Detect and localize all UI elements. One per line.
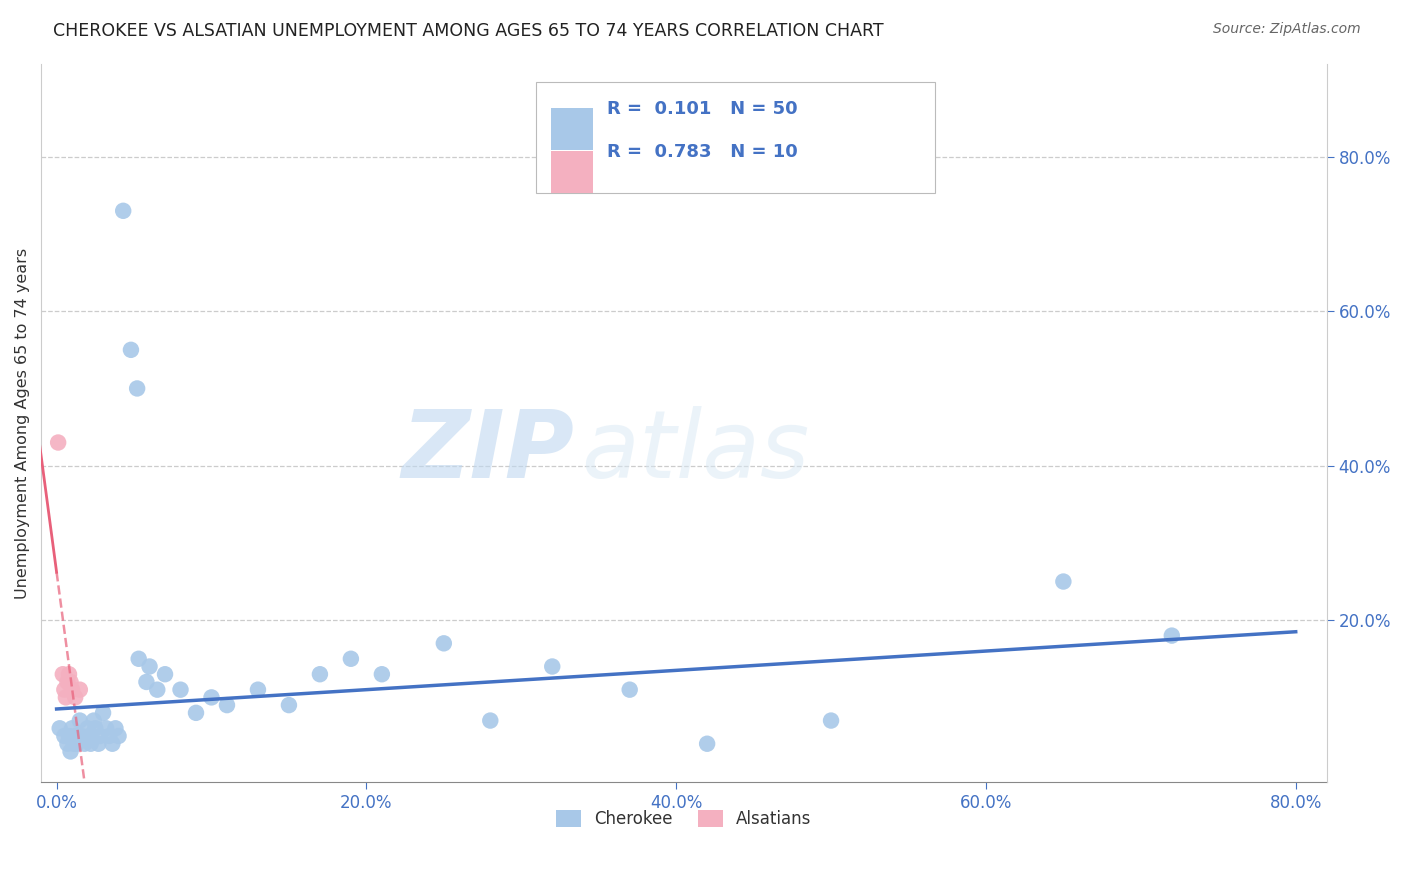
Point: [96, 721, 118, 735]
Text: Source: ZipAtlas.com: Source: ZipAtlas.com: [1213, 22, 1361, 37]
Point: [104, 721, 127, 735]
Point: [91, 706, 114, 720]
Point: [70, 729, 93, 743]
Y-axis label: Unemployment Among Ages 65 to 74 years: Unemployment Among Ages 65 to 74 years: [15, 248, 30, 599]
Point: [76, 721, 98, 735]
Point: [53, 729, 76, 743]
Point: [112, 203, 135, 218]
Point: [79, 737, 101, 751]
Point: [46, 435, 69, 450]
Point: [200, 690, 222, 705]
Point: [479, 714, 502, 728]
Point: [371, 667, 394, 681]
Point: [1052, 574, 1074, 589]
Point: [62, 737, 84, 751]
Point: [60, 721, 83, 735]
Point: [135, 675, 157, 690]
Point: [55, 690, 77, 705]
Point: [66, 737, 89, 751]
Point: [169, 682, 191, 697]
Point: [246, 682, 269, 697]
Point: [120, 343, 142, 357]
Point: [138, 659, 160, 673]
Point: [146, 682, 169, 697]
Point: [101, 737, 124, 751]
FancyBboxPatch shape: [536, 82, 935, 194]
Point: [56, 675, 79, 690]
Point: [820, 714, 842, 728]
Point: [60, 682, 83, 697]
Point: [63, 690, 86, 705]
Point: [69, 682, 91, 697]
Legend: Cherokee, Alsatians: Cherokee, Alsatians: [550, 804, 818, 835]
Point: [1160, 629, 1182, 643]
Point: [58, 729, 80, 743]
Point: [619, 682, 641, 697]
Text: CHEROKEE VS ALSATIAN UNEMPLOYMENT AMONG AGES 65 TO 74 YEARS CORRELATION CHART: CHEROKEE VS ALSATIAN UNEMPLOYMENT AMONG …: [53, 22, 884, 40]
Text: atlas: atlas: [581, 407, 810, 498]
Point: [52, 667, 75, 681]
Point: [340, 652, 363, 666]
Point: [53, 682, 76, 697]
Point: [84, 721, 107, 735]
Text: R =  0.101   N = 50: R = 0.101 N = 50: [607, 100, 797, 119]
Point: [107, 729, 129, 743]
Bar: [551, 151, 592, 193]
Point: [58, 667, 80, 681]
Point: [433, 636, 456, 650]
Point: [73, 737, 96, 751]
Bar: [551, 108, 592, 150]
Point: [83, 714, 105, 728]
Point: [127, 381, 149, 395]
Text: ZIP: ZIP: [402, 406, 575, 498]
Point: [56, 737, 79, 751]
Point: [278, 698, 301, 712]
Point: [696, 737, 718, 751]
Point: [77, 729, 100, 743]
Point: [153, 667, 176, 681]
Point: [63, 729, 86, 743]
Point: [87, 737, 110, 751]
Text: R =  0.783   N = 10: R = 0.783 N = 10: [607, 144, 797, 161]
Point: [128, 652, 150, 666]
Point: [89, 729, 111, 743]
Point: [48, 721, 70, 735]
Point: [98, 729, 121, 743]
Point: [215, 698, 238, 712]
Point: [59, 744, 82, 758]
Point: [309, 667, 332, 681]
Point: [541, 659, 564, 673]
Point: [184, 706, 207, 720]
Point: [69, 714, 91, 728]
Point: [59, 675, 82, 690]
